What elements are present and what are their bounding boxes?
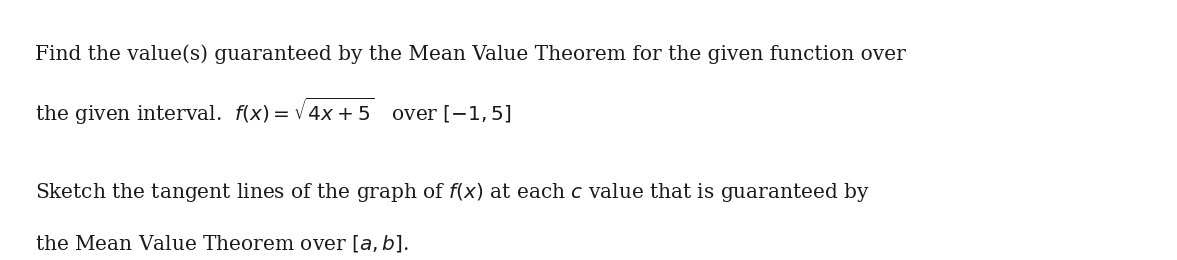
Text: Find the value(s) guaranteed by the Mean Value Theorem for the given function ov: Find the value(s) guaranteed by the Mean… bbox=[35, 44, 906, 64]
Text: Sketch the tangent lines of the graph of $f(x)$ at each $c$ value that is guaran: Sketch the tangent lines of the graph of… bbox=[35, 181, 870, 204]
Text: the Mean Value Theorem over $[a, b]$.: the Mean Value Theorem over $[a, b]$. bbox=[35, 233, 410, 254]
Text: the given interval.  $f(x) = \sqrt{4x+5}$   over $[-1, 5]$: the given interval. $f(x) = \sqrt{4x+5}$… bbox=[35, 96, 512, 127]
